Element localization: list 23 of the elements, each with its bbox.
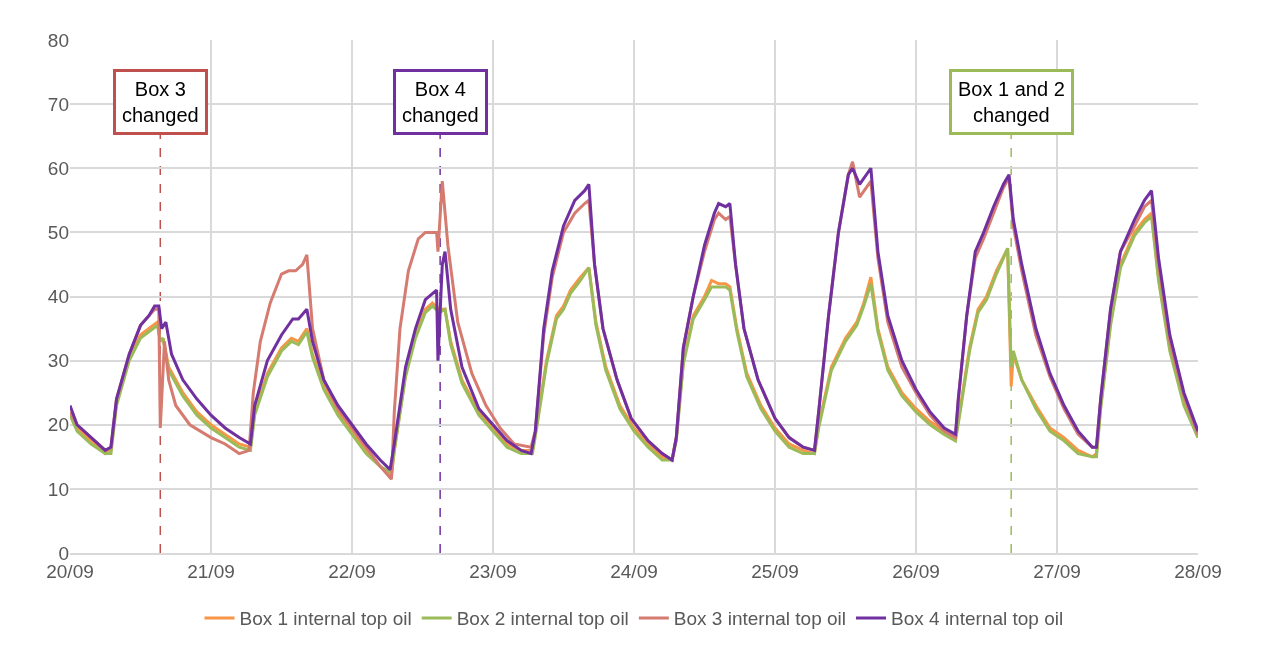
ref-line-label: Box 3 changed (122, 78, 199, 126)
x-tick-label: 21/09 (187, 560, 235, 582)
y-tick-label: 60 (47, 157, 69, 179)
x-tick-label: 24/09 (610, 560, 658, 582)
x-tick-label: 26/09 (892, 560, 940, 582)
y-tick-label: 10 (47, 478, 69, 500)
legend-label: Box 1 internal top oil (239, 608, 412, 630)
y-tick-label: 30 (47, 350, 69, 372)
legend-label: Box 4 internal top oil (891, 608, 1064, 630)
x-tick-label: 28/09 (1174, 560, 1222, 582)
y-tick-label: 80 (47, 29, 69, 51)
x-tick-label: 25/09 (751, 560, 799, 582)
ref-line-label: Box 4 changed (402, 78, 479, 126)
ref-line-label: Box 1 and 2 changed (958, 78, 1065, 126)
y-tick-label: 20 (47, 414, 69, 436)
x-tick-label: 27/09 (1033, 560, 1081, 582)
y-tick-label: 70 (47, 93, 69, 115)
legend-label: Box 2 internal top oil (456, 608, 629, 630)
y-tick-label: 50 (47, 222, 69, 244)
x-tick-label: 22/09 (328, 560, 376, 582)
x-tick-label: 23/09 (469, 560, 517, 582)
y-tick-label: 40 (47, 286, 69, 308)
legend-label: Box 3 internal top oil (673, 608, 847, 630)
